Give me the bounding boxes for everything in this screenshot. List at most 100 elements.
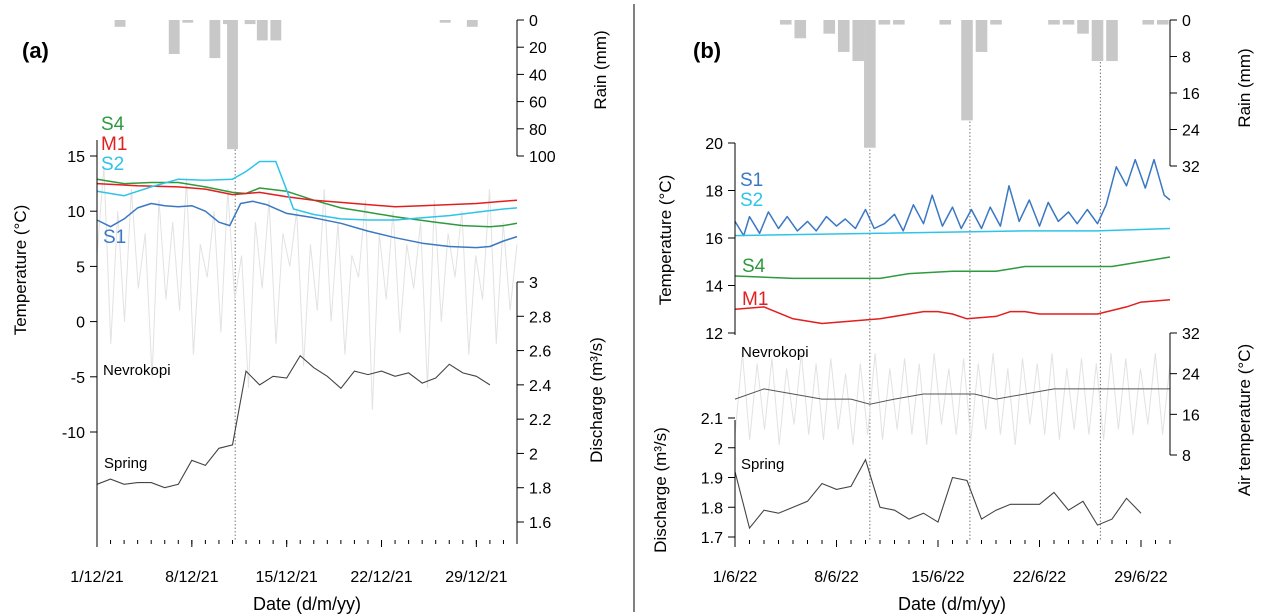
x-tick-label: 22/6/22 bbox=[1013, 569, 1066, 586]
axis-tick-label: 2 bbox=[714, 441, 723, 458]
rain-bar bbox=[1091, 20, 1104, 62]
rain-bar bbox=[244, 20, 256, 25]
rain-bar bbox=[168, 20, 180, 54]
panel-b-air-axis-label: Air temperature (°C) bbox=[1235, 344, 1254, 496]
x-tick-label: 29/6/22 bbox=[1114, 569, 1167, 586]
panel-b-discharge-axis-label: Discharge (m³/s) bbox=[651, 427, 670, 553]
axis-tick-label: 2.8 bbox=[529, 309, 551, 326]
axis-tick-label: 2.2 bbox=[529, 412, 551, 429]
panel-b-air-mean-line bbox=[734, 388, 1170, 405]
rain-bar bbox=[256, 20, 268, 41]
panel-b-discharge-line bbox=[734, 458, 1142, 530]
panel-b: (b) 20 18 16 14 12 0 8 16 24 32 2.1 2 1.9 1.8 1.7 32 24 1… bbox=[651, 13, 1254, 614]
rain-bar bbox=[837, 20, 850, 52]
rain-bar bbox=[1106, 20, 1118, 62]
panel-a-series-label-m1: M1 bbox=[101, 134, 127, 155]
rain-bar bbox=[1062, 20, 1075, 25]
temperature-line-s4 bbox=[734, 256, 1171, 280]
axis-tick-label: 5 bbox=[76, 259, 85, 276]
panel-a-series-label-s4: S4 bbox=[101, 114, 125, 135]
panel-b-rain-axis-label: Rain (mm) bbox=[1235, 48, 1254, 127]
axis-tick-label: 60 bbox=[529, 95, 547, 112]
axis-tick-label: 12 bbox=[705, 326, 723, 343]
temperature-line-s2 bbox=[734, 227, 1171, 237]
rain-bar bbox=[852, 20, 865, 62]
axis-tick-label: 2.6 bbox=[529, 344, 551, 361]
rain-bar bbox=[893, 20, 905, 25]
rain-bar bbox=[939, 20, 952, 25]
temperature-line-m1 bbox=[96, 182, 518, 208]
panel-b-series-label-m1: M1 bbox=[742, 289, 768, 310]
axis-tick-label: 32 bbox=[1182, 326, 1200, 343]
axis-tick-label: 3 bbox=[529, 275, 538, 292]
rain-bar bbox=[227, 20, 238, 150]
panel-b-ticks: 20 18 16 14 12 0 8 16 24 32 2.1 2 1.9 1.8 1.7 32 24 16 8 1/… bbox=[701, 13, 1200, 586]
rain-bar bbox=[114, 20, 126, 27]
temperature-line-s1 bbox=[734, 158, 1171, 237]
x-tick-label: 1/6/22 bbox=[713, 569, 758, 586]
discharge-line bbox=[734, 458, 1142, 530]
axis-tick-label: 32 bbox=[1182, 159, 1200, 176]
x-tick-label: 29/12/21 bbox=[445, 569, 507, 586]
panel-a-series-label-s2: S2 bbox=[101, 154, 124, 175]
rain-bar bbox=[209, 20, 221, 59]
rain-bar bbox=[1048, 20, 1060, 25]
panel-b-series-label-s4: S4 bbox=[742, 256, 766, 277]
axis-tick-label: 16 bbox=[705, 231, 723, 248]
panel-a: (a) 15 10 5 0 -5 -10 0 20 40 60 80 100 3 2.8 2.6 2.4 2.2… bbox=[11, 13, 610, 614]
axis-tick-label: 2 bbox=[529, 446, 538, 463]
axis-tick-label: 1.8 bbox=[529, 481, 551, 498]
axis-tick-label: 1.6 bbox=[529, 515, 551, 532]
panel-a-ticks: 15 10 5 0 -5 -10 0 20 40 60 80 100 3 2.8 2.6 2.4 2.2 2 1.8… bbox=[62, 13, 556, 586]
panel-b-series-label-s2: S2 bbox=[740, 190, 763, 211]
axis-tick-label: 1.7 bbox=[701, 530, 723, 547]
axis-tick-label: 2.1 bbox=[701, 411, 723, 428]
x-tick-label: 15/6/22 bbox=[911, 569, 964, 586]
rain-bar bbox=[823, 20, 836, 34]
temperature-line-s4 bbox=[96, 178, 518, 228]
axis-tick-label: 8 bbox=[1182, 50, 1191, 67]
panel-a-temperature-lines bbox=[96, 160, 518, 249]
panel-b-air-temperature bbox=[734, 353, 1171, 445]
axis-tick-label: -10 bbox=[62, 425, 85, 442]
rain-bar bbox=[961, 20, 973, 121]
panel-b-temperature-lines bbox=[734, 158, 1171, 325]
panel-b-label: (b) bbox=[693, 38, 721, 63]
axis-tick-label: 14 bbox=[705, 279, 723, 296]
x-tick-label: 1/12/21 bbox=[70, 569, 123, 586]
axis-tick-label: -5 bbox=[71, 370, 85, 387]
rain-bar bbox=[1077, 20, 1089, 34]
panel-b-air-station-label: Nevrokopi bbox=[741, 344, 809, 361]
panel-a-air-temperature bbox=[96, 166, 518, 410]
axis-tick-label: 18 bbox=[705, 184, 723, 201]
discharge-line bbox=[96, 354, 491, 489]
panel-b-rain-bars bbox=[779, 20, 1169, 148]
axis-tick-label: 40 bbox=[529, 67, 547, 84]
air-temperature-mean-line bbox=[734, 388, 1170, 405]
axis-tick-label: 1.8 bbox=[701, 500, 723, 517]
axis-tick-label: 1.9 bbox=[701, 471, 723, 488]
panel-a-rain-axis-label: Rain (mm) bbox=[591, 30, 610, 109]
rain-bar bbox=[794, 20, 807, 39]
axis-tick-label: 100 bbox=[529, 149, 556, 166]
axis-tick-label: 8 bbox=[1182, 448, 1191, 465]
rain-bar bbox=[182, 20, 194, 23]
axis-tick-label: 15 bbox=[67, 149, 85, 166]
x-tick-label: 22/12/21 bbox=[350, 569, 412, 586]
temperature-line-s1 bbox=[96, 200, 518, 249]
panel-a-discharge-axis-label: Discharge (m³/s) bbox=[587, 337, 606, 463]
temperature-line-m1 bbox=[734, 299, 1171, 325]
panel-b-series-label-s1: S1 bbox=[740, 170, 763, 191]
rain-bar bbox=[779, 20, 792, 25]
panel-b-discharge-station-label: Spring bbox=[741, 456, 784, 473]
rain-bar bbox=[1156, 20, 1169, 25]
panel-a-x-axis-label: Date (d/m/yy) bbox=[253, 594, 361, 614]
panel-a-series-label-s1: S1 bbox=[103, 227, 126, 248]
axis-tick-label: 0 bbox=[529, 13, 538, 30]
x-tick-label: 15/12/21 bbox=[256, 569, 318, 586]
panel-a-temperature-axis-label: Temperature (°C) bbox=[11, 205, 30, 336]
air-temperature-line bbox=[734, 353, 1171, 445]
axis-tick-label: 20 bbox=[529, 40, 547, 57]
panel-a-discharge-line bbox=[96, 354, 491, 489]
